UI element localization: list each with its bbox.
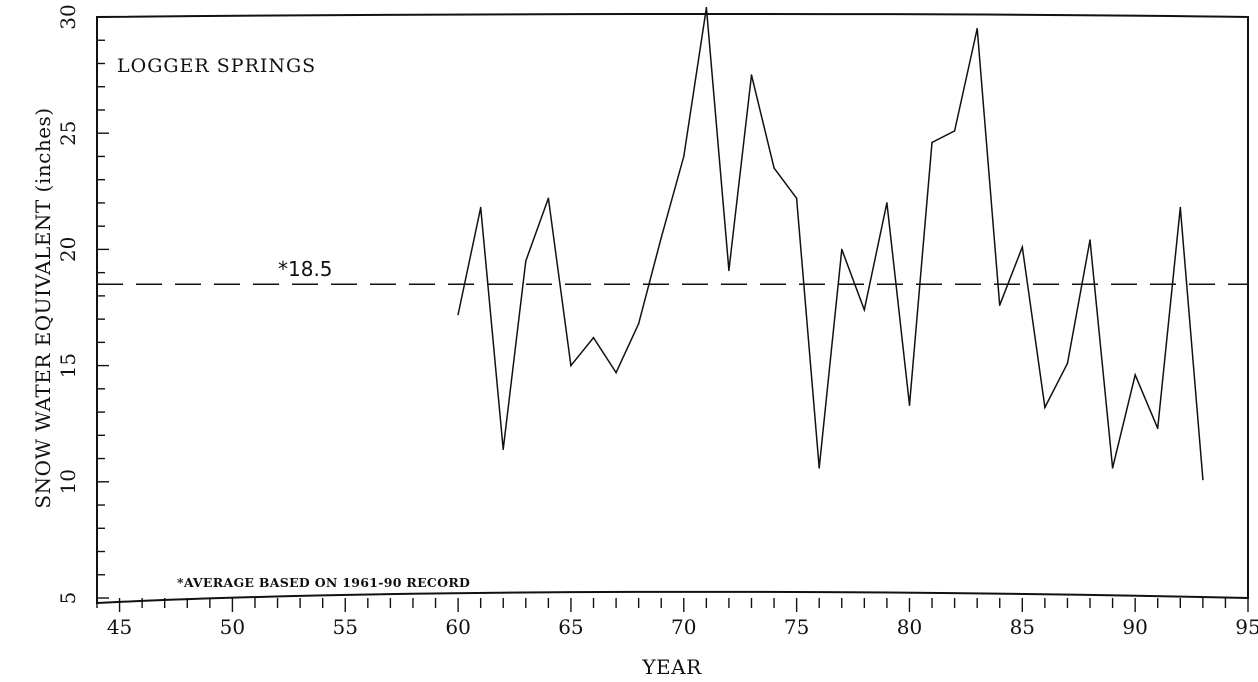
x-tick-label: 75 bbox=[784, 615, 809, 639]
data-point bbox=[615, 371, 617, 374]
x-tick-label: 50 bbox=[220, 615, 245, 639]
footnote: *AVERAGE BASED ON 1961-90 RECORD bbox=[177, 575, 470, 590]
data-point bbox=[592, 336, 595, 339]
data-point bbox=[1202, 478, 1204, 481]
data-point bbox=[1111, 467, 1114, 469]
x-tick-label: 85 bbox=[1010, 615, 1035, 639]
data-point bbox=[953, 130, 956, 132]
data-point bbox=[818, 467, 820, 469]
x-tick-label: 70 bbox=[671, 615, 696, 639]
data-point bbox=[1134, 374, 1136, 376]
data-point bbox=[705, 6, 708, 9]
average-label: *18.5 bbox=[278, 257, 333, 281]
x-axis-title: YEAR bbox=[641, 655, 702, 679]
data-point bbox=[502, 448, 505, 451]
y-tick-label: 15 bbox=[56, 353, 80, 378]
data-point bbox=[525, 260, 527, 262]
data-point bbox=[1179, 206, 1182, 209]
y-tick-label: 25 bbox=[56, 120, 80, 145]
data-point bbox=[1066, 362, 1069, 365]
x-tick-label: 80 bbox=[897, 615, 922, 639]
series-points bbox=[457, 6, 1204, 481]
data-point bbox=[863, 309, 866, 311]
data-point bbox=[728, 269, 730, 272]
plot-frame bbox=[96, 12, 1249, 605]
data-point bbox=[773, 167, 775, 169]
data-point bbox=[840, 248, 843, 251]
x-tick-label: 65 bbox=[558, 615, 583, 639]
y-axis-ticks: 5 10 15 20 25 30 bbox=[56, 4, 109, 604]
data-point bbox=[660, 236, 663, 239]
data-point bbox=[479, 206, 482, 209]
data-point bbox=[637, 322, 640, 325]
y-tick-label: 20 bbox=[56, 237, 80, 262]
data-point bbox=[1044, 406, 1046, 409]
x-tick-label: 55 bbox=[333, 615, 358, 639]
data-point bbox=[570, 364, 572, 367]
y-tick-label: 30 bbox=[56, 4, 80, 29]
data-point bbox=[908, 404, 911, 406]
x-axis-ticks: 45 50 55 60 65 70 75 80 85 90 95 bbox=[96, 598, 1258, 639]
x-tick-label: 95 bbox=[1235, 615, 1258, 639]
x-tick-label: 90 bbox=[1122, 615, 1147, 639]
data-point bbox=[1156, 427, 1159, 430]
x-tick-label: 60 bbox=[445, 615, 470, 639]
data-point bbox=[547, 197, 550, 200]
y-tick-label: 5 bbox=[56, 592, 80, 605]
data-point bbox=[998, 304, 1001, 306]
data-point bbox=[976, 27, 978, 30]
data-point bbox=[886, 202, 888, 204]
y-tick-label: 10 bbox=[56, 469, 80, 494]
y-axis-title: SNOW WATER EQUIVALENT (inches) bbox=[31, 107, 55, 508]
series-line bbox=[457, 7, 1204, 480]
data-point bbox=[682, 155, 685, 158]
data-point bbox=[457, 313, 459, 316]
location-label: LOGGER SPRINGS bbox=[117, 55, 316, 77]
data-point bbox=[795, 197, 798, 200]
data-point bbox=[1021, 246, 1024, 248]
data-point bbox=[750, 74, 753, 76]
data-point bbox=[931, 141, 933, 144]
data-point bbox=[1089, 239, 1091, 241]
x-tick-label: 45 bbox=[107, 615, 132, 639]
